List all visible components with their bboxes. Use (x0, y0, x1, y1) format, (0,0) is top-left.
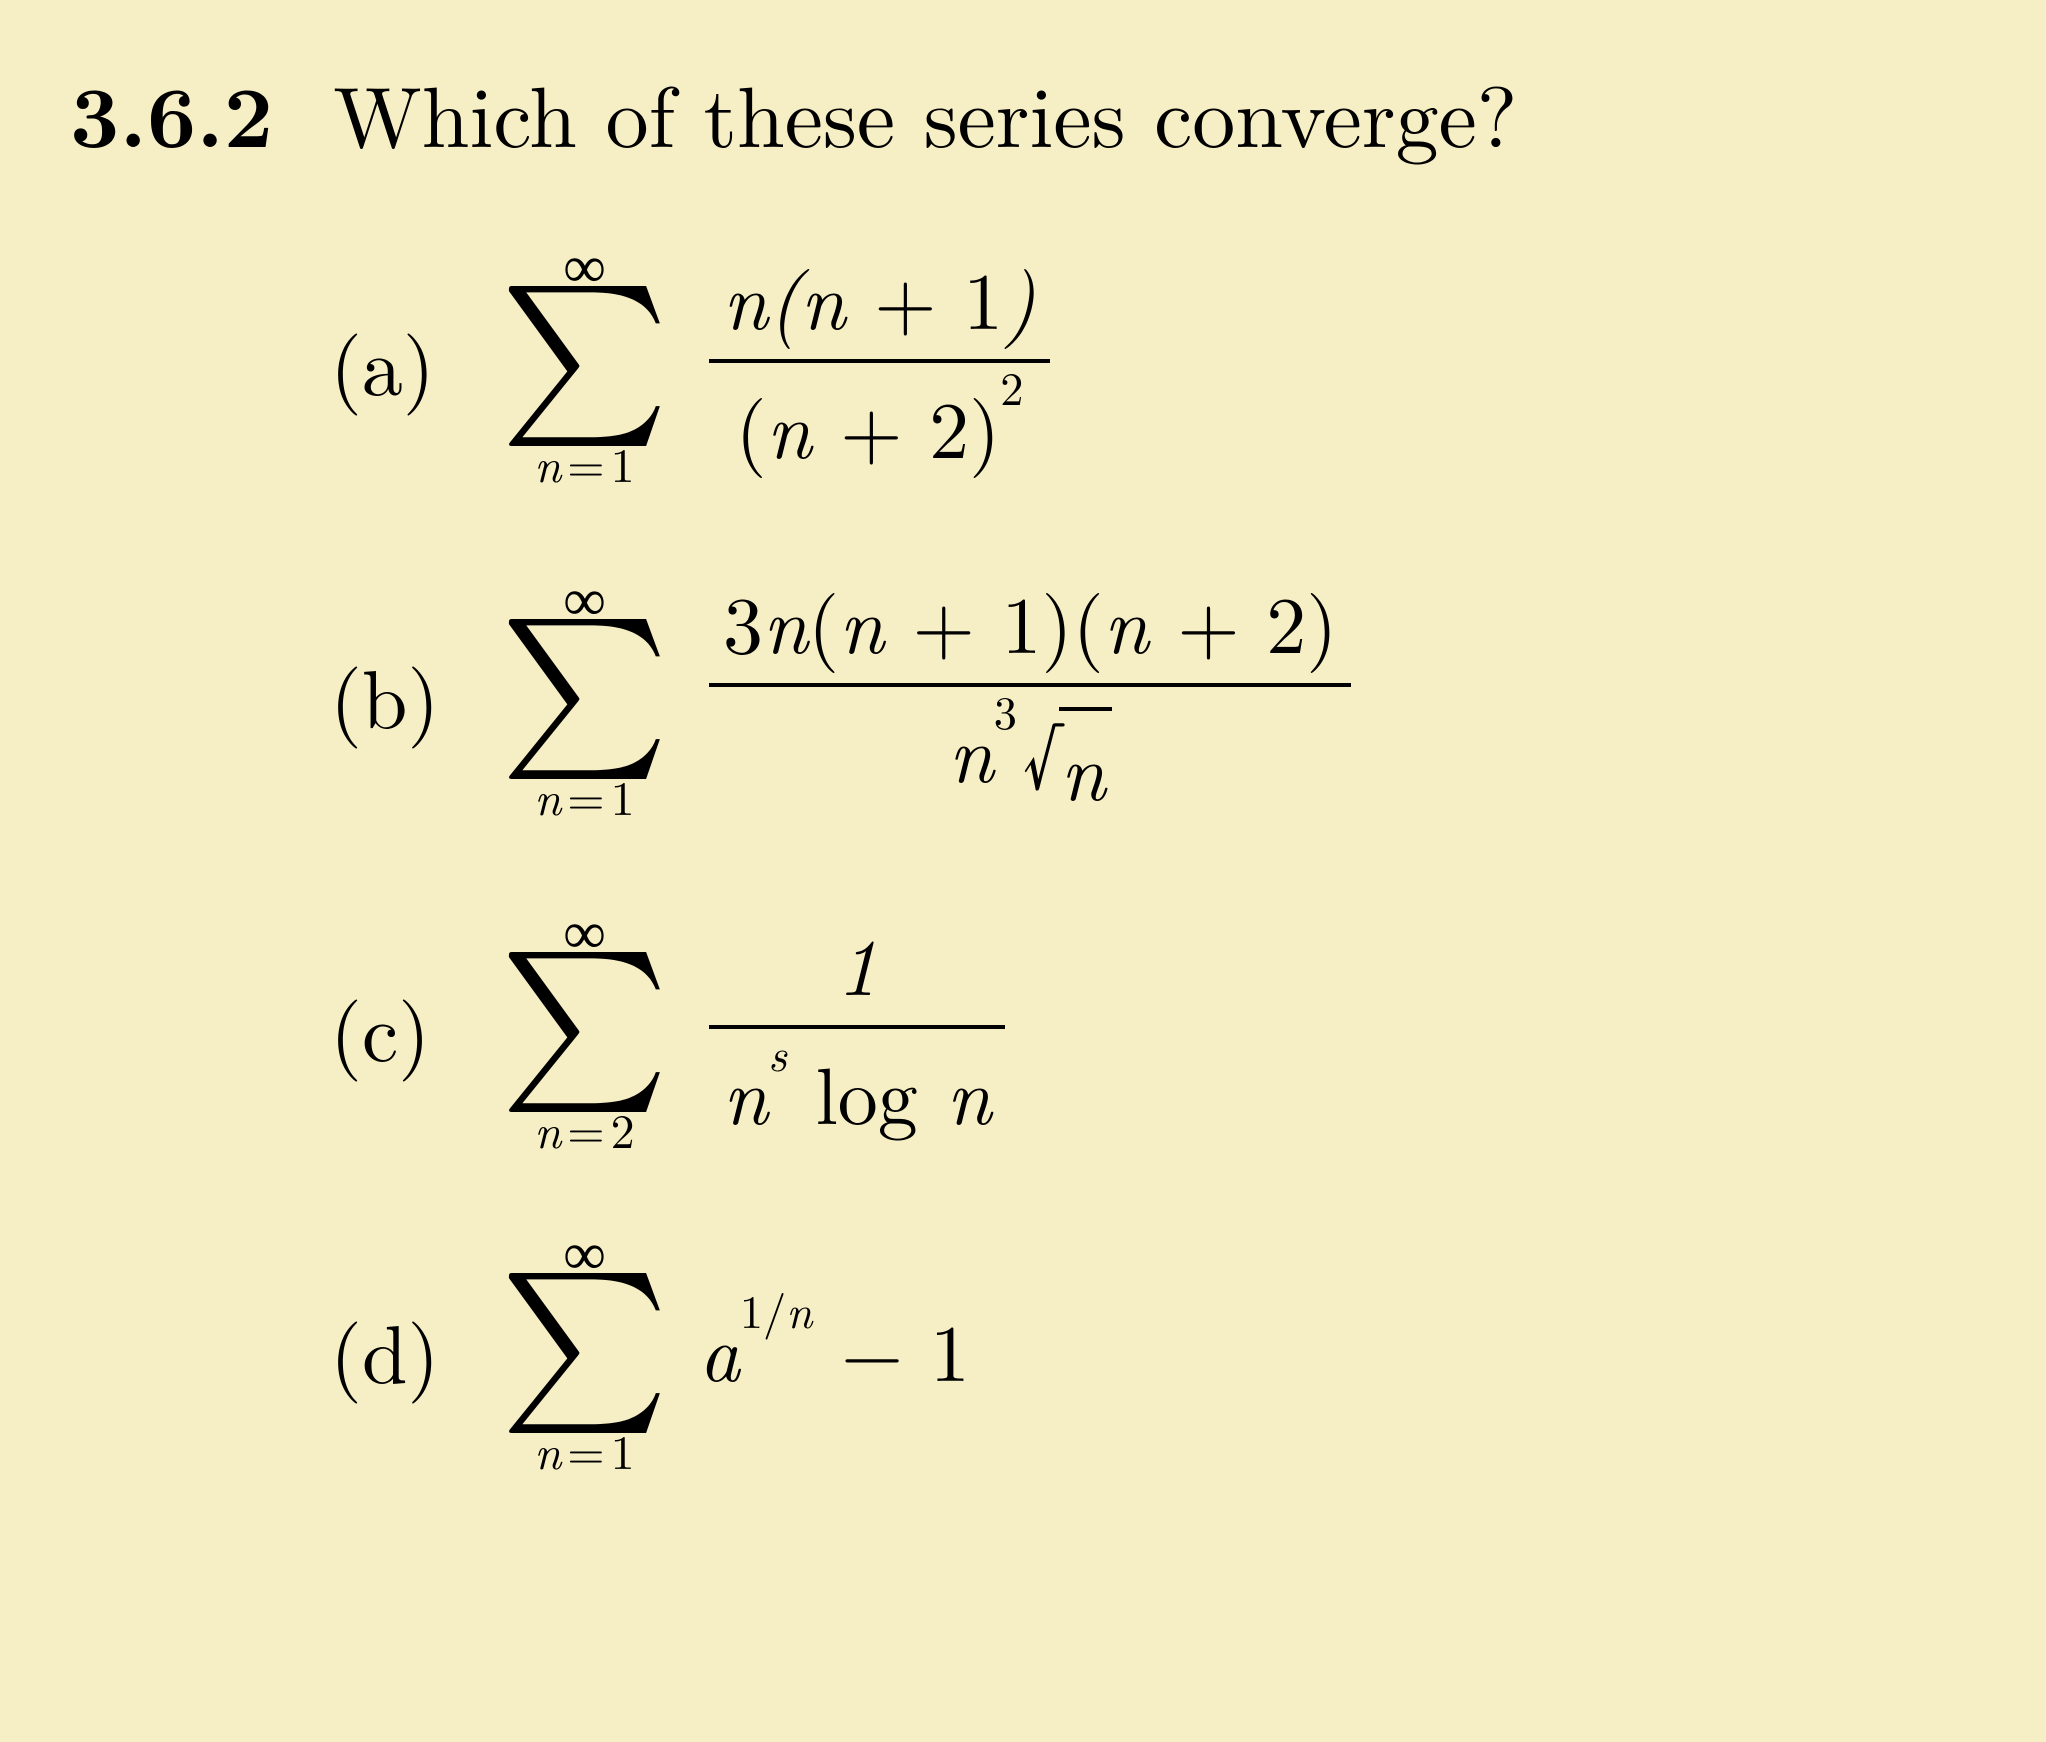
item-label: (d) (330, 1291, 470, 1407)
sqrt: √n (1023, 693, 1112, 824)
sum-lower-limit: n=1 (534, 438, 634, 486)
problem-item-a: (a) ∞ ∑ n=1 n(n + 1) (n + 2)2 (330, 234, 1976, 488)
sigma-glyph: ∑ (500, 1280, 669, 1411)
problem-list: (a) ∞ ∑ n=1 n(n + 1) (n + 2)2 (b) ∞ ∑ n (330, 234, 1976, 1473)
sum-lower-limit: n=1 (534, 1425, 634, 1473)
summation-operator: ∞ ∑ n=1 (500, 570, 669, 819)
numerator: n(n + 1) (709, 234, 1050, 359)
summation-operator: ∞ ∑ n=1 (500, 237, 669, 486)
sigma-glyph: ∑ (500, 959, 669, 1090)
item-label: (b) (330, 636, 470, 752)
denominator: n3√n (935, 687, 1126, 830)
page: 3.6.2Which of these series converge? (a)… (0, 0, 2046, 1742)
sum-lower-limit: n=2 (534, 1104, 634, 1152)
fraction: 3n(n + 1)(n + 2) n3√n (709, 558, 1351, 830)
item-label: (a) (330, 303, 470, 419)
summation-operator: ∞ ∑ n=1 (500, 1224, 669, 1473)
section-heading: 3.6.2Which of these series converge? (70, 60, 1976, 164)
denominator: (n + 2)2 (721, 363, 1037, 488)
fraction: 1 ns log n (709, 900, 1005, 1154)
numerator: 1 (823, 900, 892, 1025)
summand-inline: a1/n − 1 (699, 1292, 970, 1405)
section-number: 3.6.2 (70, 51, 273, 173)
sum-lower-limit: n=1 (534, 771, 634, 819)
problem-item-d: (d) ∞ ∑ n=1 a1/n − 1 (330, 1224, 1976, 1473)
section-title: Which of these series converge? (333, 50, 1517, 172)
sigma-glyph: ∑ (500, 293, 669, 424)
summation-operator: ∞ ∑ n=2 (500, 903, 669, 1152)
denominator: ns log n (709, 1029, 1005, 1154)
item-label: (c) (330, 969, 470, 1085)
problem-item-c: (c) ∞ ∑ n=2 1 ns log n (330, 900, 1976, 1154)
numerator: 3n(n + 1)(n + 2) (709, 558, 1351, 683)
sigma-glyph: ∑ (500, 626, 669, 757)
problem-item-b: (b) ∞ ∑ n=1 3n(n + 1)(n + 2) n3√n (330, 558, 1976, 830)
fraction: n(n + 1) (n + 2)2 (709, 234, 1050, 488)
